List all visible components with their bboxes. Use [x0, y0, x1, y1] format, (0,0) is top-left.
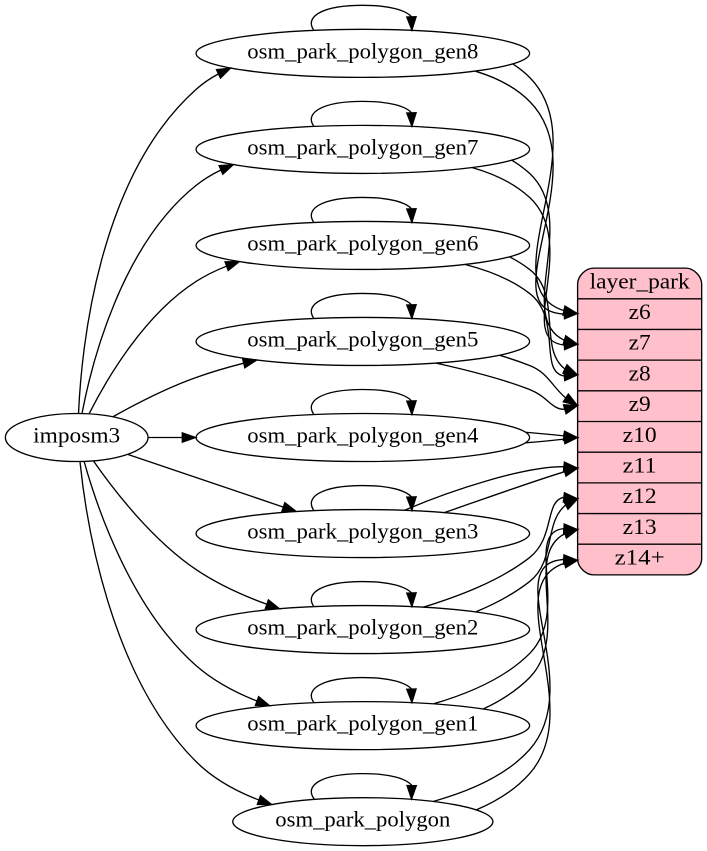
svg-text:z10: z10: [623, 422, 657, 447]
svg-text:osm_park_polygon_gen5: osm_park_polygon_gen5: [247, 326, 478, 351]
svg-text:z14+: z14+: [615, 544, 665, 569]
svg-text:osm_park_polygon_gen1: osm_park_polygon_gen1: [247, 711, 478, 736]
svg-text:z12: z12: [623, 483, 657, 508]
svg-text:layer_park: layer_park: [590, 268, 691, 293]
svg-text:z13: z13: [623, 514, 657, 539]
svg-text:osm_park_polygon_gen7: osm_park_polygon_gen7: [247, 134, 478, 159]
svg-text:osm_park_polygon_gen6: osm_park_polygon_gen6: [247, 230, 478, 255]
svg-text:osm_park_polygon_gen2: osm_park_polygon_gen2: [247, 615, 478, 640]
svg-text:osm_park_polygon: osm_park_polygon: [275, 807, 450, 832]
svg-text:z11: z11: [623, 452, 657, 477]
svg-text:z6: z6: [629, 299, 651, 324]
svg-text:imposm3: imposm3: [33, 422, 120, 447]
svg-text:osm_park_polygon_gen3: osm_park_polygon_gen3: [247, 518, 478, 543]
svg-text:osm_park_polygon_gen8: osm_park_polygon_gen8: [247, 38, 478, 63]
svg-text:z9: z9: [629, 391, 651, 416]
svg-text:osm_park_polygon_gen4: osm_park_polygon_gen4: [247, 422, 478, 447]
svg-text:z8: z8: [629, 360, 651, 385]
svg-text:z7: z7: [629, 330, 651, 355]
